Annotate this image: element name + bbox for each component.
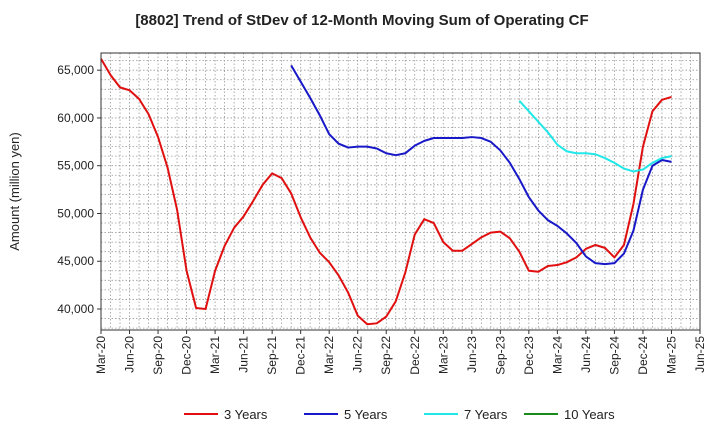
x-tick-label: Mar-24 xyxy=(550,336,564,374)
x-tick-label: Dec-24 xyxy=(636,336,650,375)
legend: 3 Years 5 Years 7 Years 10 Years xyxy=(184,407,615,422)
x-tick-label: Dec-22 xyxy=(408,336,422,375)
legend-label-2: 5 Years xyxy=(344,407,388,422)
x-tick-label: Jun-22 xyxy=(351,336,365,373)
x-tick-label: Mar-23 xyxy=(436,336,450,374)
y-tick-label: 50,000 xyxy=(57,206,94,220)
y-tick-label: 55,000 xyxy=(57,159,94,173)
series-line-3 xyxy=(518,100,672,173)
y-tick-label: 60,000 xyxy=(57,111,94,125)
x-tick-label: Mar-21 xyxy=(208,336,222,374)
series-line-2 xyxy=(290,64,672,266)
y-tick-label: 65,000 xyxy=(57,63,94,77)
x-tick-label: Dec-20 xyxy=(180,336,194,375)
legend-label-1: 3 Years xyxy=(224,407,268,422)
x-tick-label: Dec-23 xyxy=(522,336,536,375)
x-tick-label: Mar-25 xyxy=(664,336,678,374)
x-tick-label: Dec-21 xyxy=(294,336,308,375)
x-tick-label: Jun-24 xyxy=(579,336,593,373)
x-tick-label: Sep-24 xyxy=(607,336,621,375)
series-line-1 xyxy=(100,58,672,326)
x-tick-label: Jun-25 xyxy=(693,336,707,373)
x-tick-label: Jun-23 xyxy=(465,336,479,373)
x-tick-label: Sep-20 xyxy=(151,336,165,375)
chart-title: [8802] Trend of StDev of 12-Month Moving… xyxy=(135,12,588,29)
y-tick-label: 40,000 xyxy=(57,302,94,316)
y-tick-label: 45,000 xyxy=(57,254,94,268)
x-tick-label: Jun-21 xyxy=(237,336,251,373)
legend-label-3: 7 Years xyxy=(464,407,508,422)
legend-label-4: 10 Years xyxy=(564,407,615,422)
plot-area: 40,000 45,000 50,000 55,000 60,000 65,000 Mar-… xyxy=(57,52,707,375)
x-tick-label: Mar-22 xyxy=(322,336,336,374)
y-axis-label: Amount (million yen) xyxy=(7,132,22,251)
plot-frame xyxy=(100,52,701,331)
x-tick-label: Sep-21 xyxy=(265,336,279,375)
x-tick-label: Mar-20 xyxy=(94,336,108,374)
x-tick-label: Sep-23 xyxy=(493,336,507,375)
x-tick-label: Jun-20 xyxy=(123,336,137,373)
x-tick-label: Sep-22 xyxy=(379,336,393,375)
